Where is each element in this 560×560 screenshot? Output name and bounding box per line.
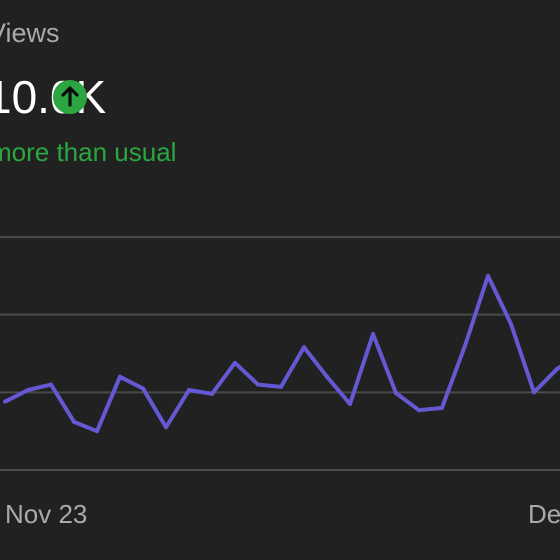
data-point xyxy=(463,343,467,348)
data-point xyxy=(256,382,260,387)
data-point xyxy=(348,401,352,406)
series-line-views xyxy=(4,273,560,434)
data-point xyxy=(95,429,99,434)
data-point xyxy=(279,384,283,389)
data-point xyxy=(555,367,559,372)
data-point xyxy=(532,390,536,395)
data-point xyxy=(210,391,214,396)
data-point xyxy=(164,425,168,430)
comparison-text: more than usual xyxy=(0,137,177,167)
data-point xyxy=(233,360,237,365)
data-point xyxy=(417,408,421,413)
data-point xyxy=(141,386,145,391)
data-point xyxy=(72,419,76,424)
data-point xyxy=(187,388,191,393)
data-point xyxy=(3,399,7,404)
arrow-up-icon xyxy=(51,78,89,116)
data-point xyxy=(49,382,53,387)
data-point xyxy=(394,391,398,396)
data-point xyxy=(440,405,444,410)
data-point xyxy=(325,374,329,379)
data-point xyxy=(486,273,490,278)
arrow-up-icon-glyph xyxy=(61,86,79,107)
data-point xyxy=(509,321,513,326)
data-point xyxy=(371,332,375,337)
metric-label: Views xyxy=(0,18,60,48)
data-point xyxy=(118,374,122,379)
data-point xyxy=(26,388,30,393)
x-tick-label: Dec xyxy=(528,499,560,529)
x-tick-label: Nov 23 xyxy=(5,499,87,529)
data-point xyxy=(302,345,306,350)
